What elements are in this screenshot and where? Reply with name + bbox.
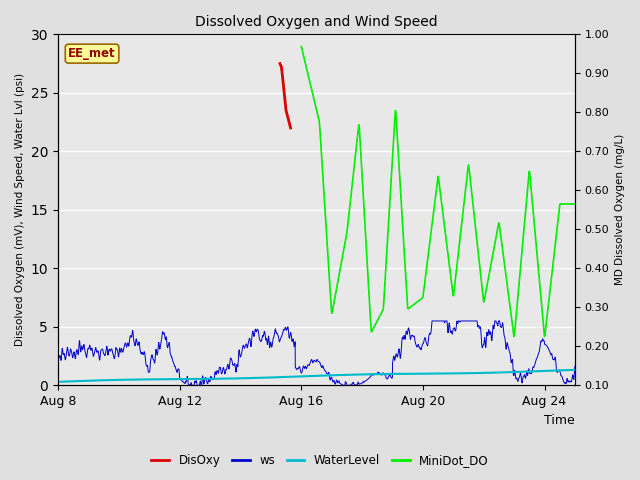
Y-axis label: MD Dissolved Oxygen (mg/L): MD Dissolved Oxygen (mg/L) — [615, 134, 625, 286]
Text: EE_met: EE_met — [68, 47, 116, 60]
X-axis label: Time: Time — [544, 414, 575, 427]
Title: Dissolved Oxygen and Wind Speed: Dissolved Oxygen and Wind Speed — [195, 15, 438, 29]
Legend: DisOxy, ws, WaterLevel, MiniDot_DO: DisOxy, ws, WaterLevel, MiniDot_DO — [147, 449, 493, 472]
Y-axis label: Dissolved Oxygen (mV), Wind Speed, Water Lvl (psi): Dissolved Oxygen (mV), Wind Speed, Water… — [15, 73, 25, 347]
